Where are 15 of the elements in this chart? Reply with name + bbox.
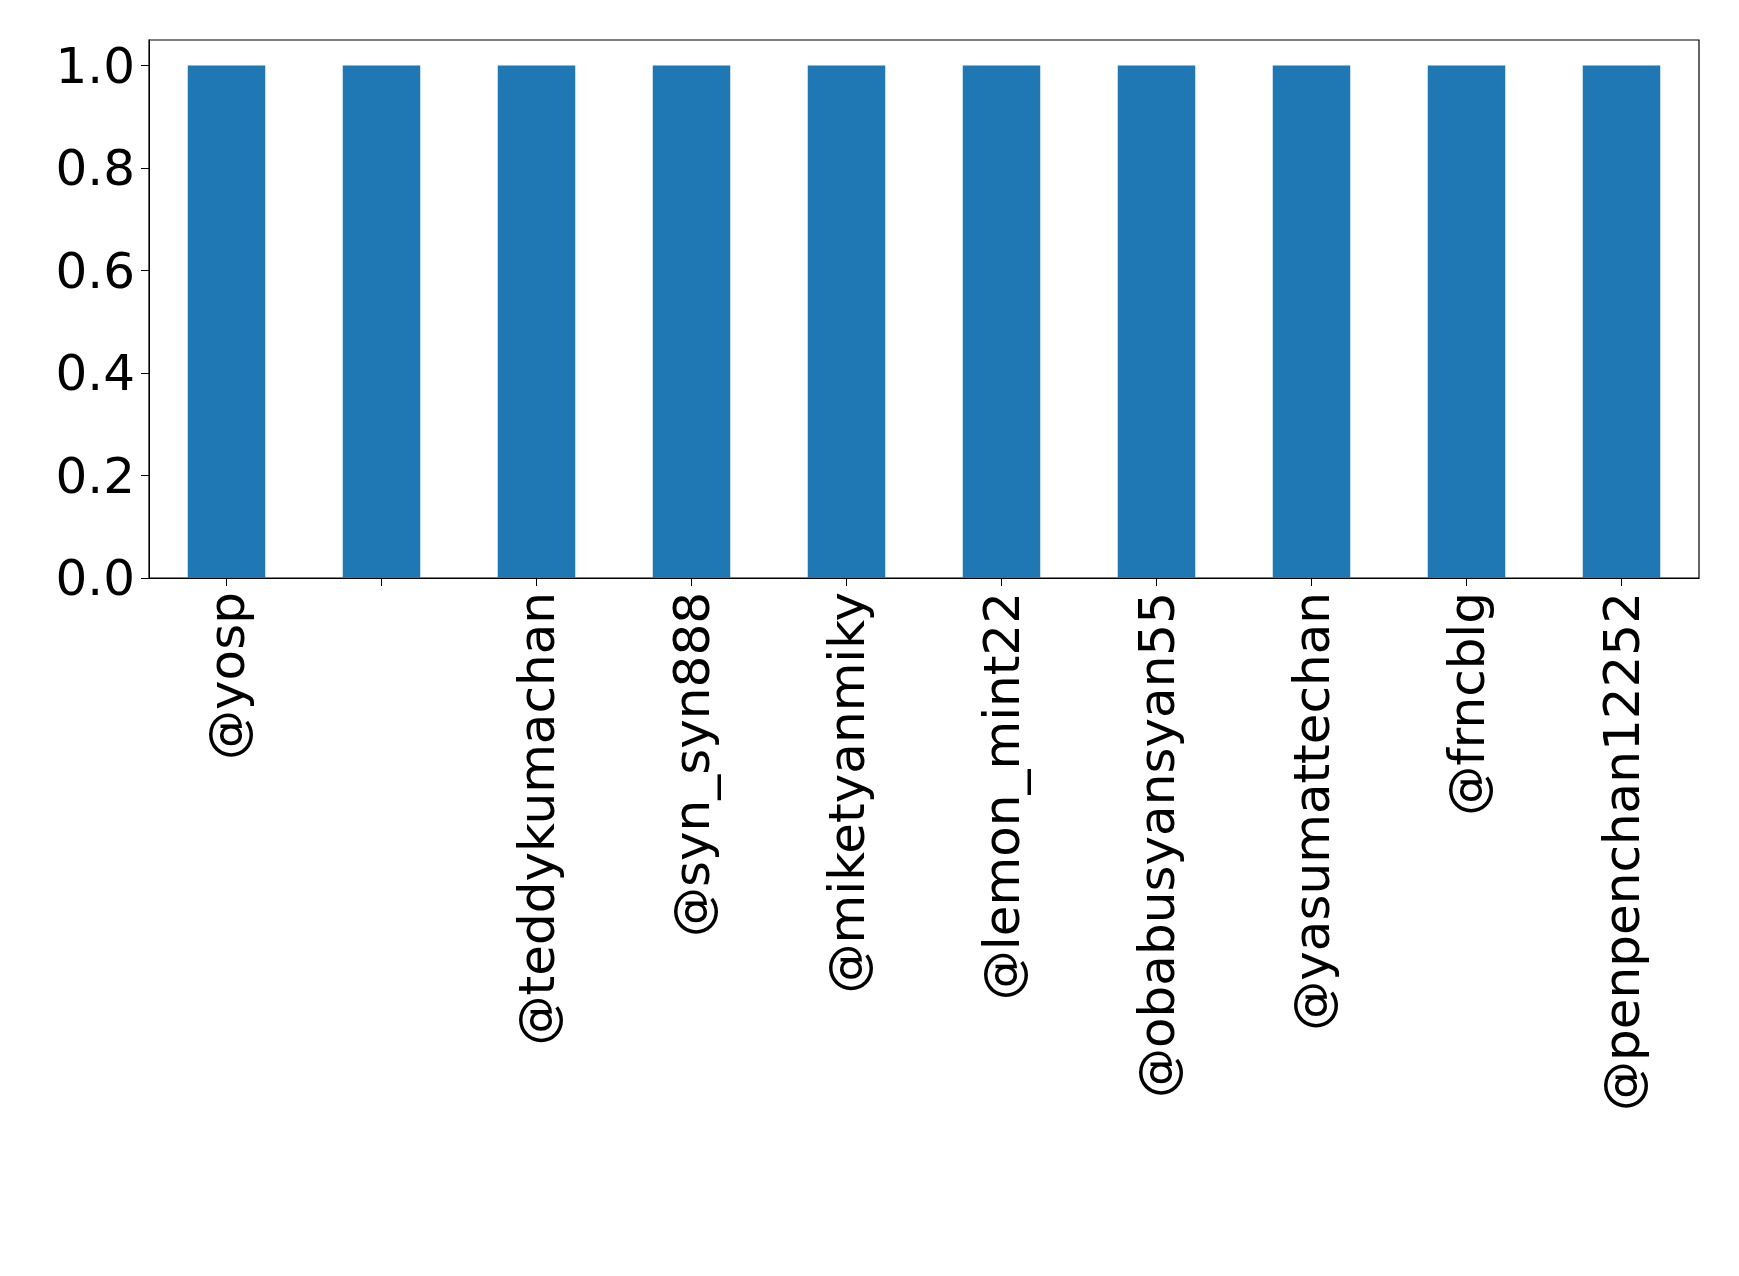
x-tick-label: @obabusyansyan55 <box>1127 592 1186 1098</box>
x-tick-label: @syn_syn888 <box>662 592 721 938</box>
y-tick-label: 0.6 <box>55 241 135 300</box>
x-tick-label: @teddykumachan <box>507 592 566 1046</box>
x-tick-label: @frncblg <box>1437 592 1496 816</box>
y-tick-label: 0.8 <box>55 139 135 198</box>
x-tick-label: @penpenchan12252 <box>1592 592 1651 1111</box>
x-tick-label: @miketyanmiky <box>817 592 876 994</box>
y-tick-label: 1.0 <box>55 36 135 95</box>
x-tick-label: @lemon_mint22 <box>972 592 1031 1001</box>
y-tick-label: 0.2 <box>55 446 135 505</box>
x-tick-label: @yosp <box>197 592 256 760</box>
y-tick-label: 0.4 <box>55 344 135 403</box>
x-tick-label: @yasumattechan <box>1282 592 1341 1031</box>
y-tick-label: 0.0 <box>55 549 135 607</box>
